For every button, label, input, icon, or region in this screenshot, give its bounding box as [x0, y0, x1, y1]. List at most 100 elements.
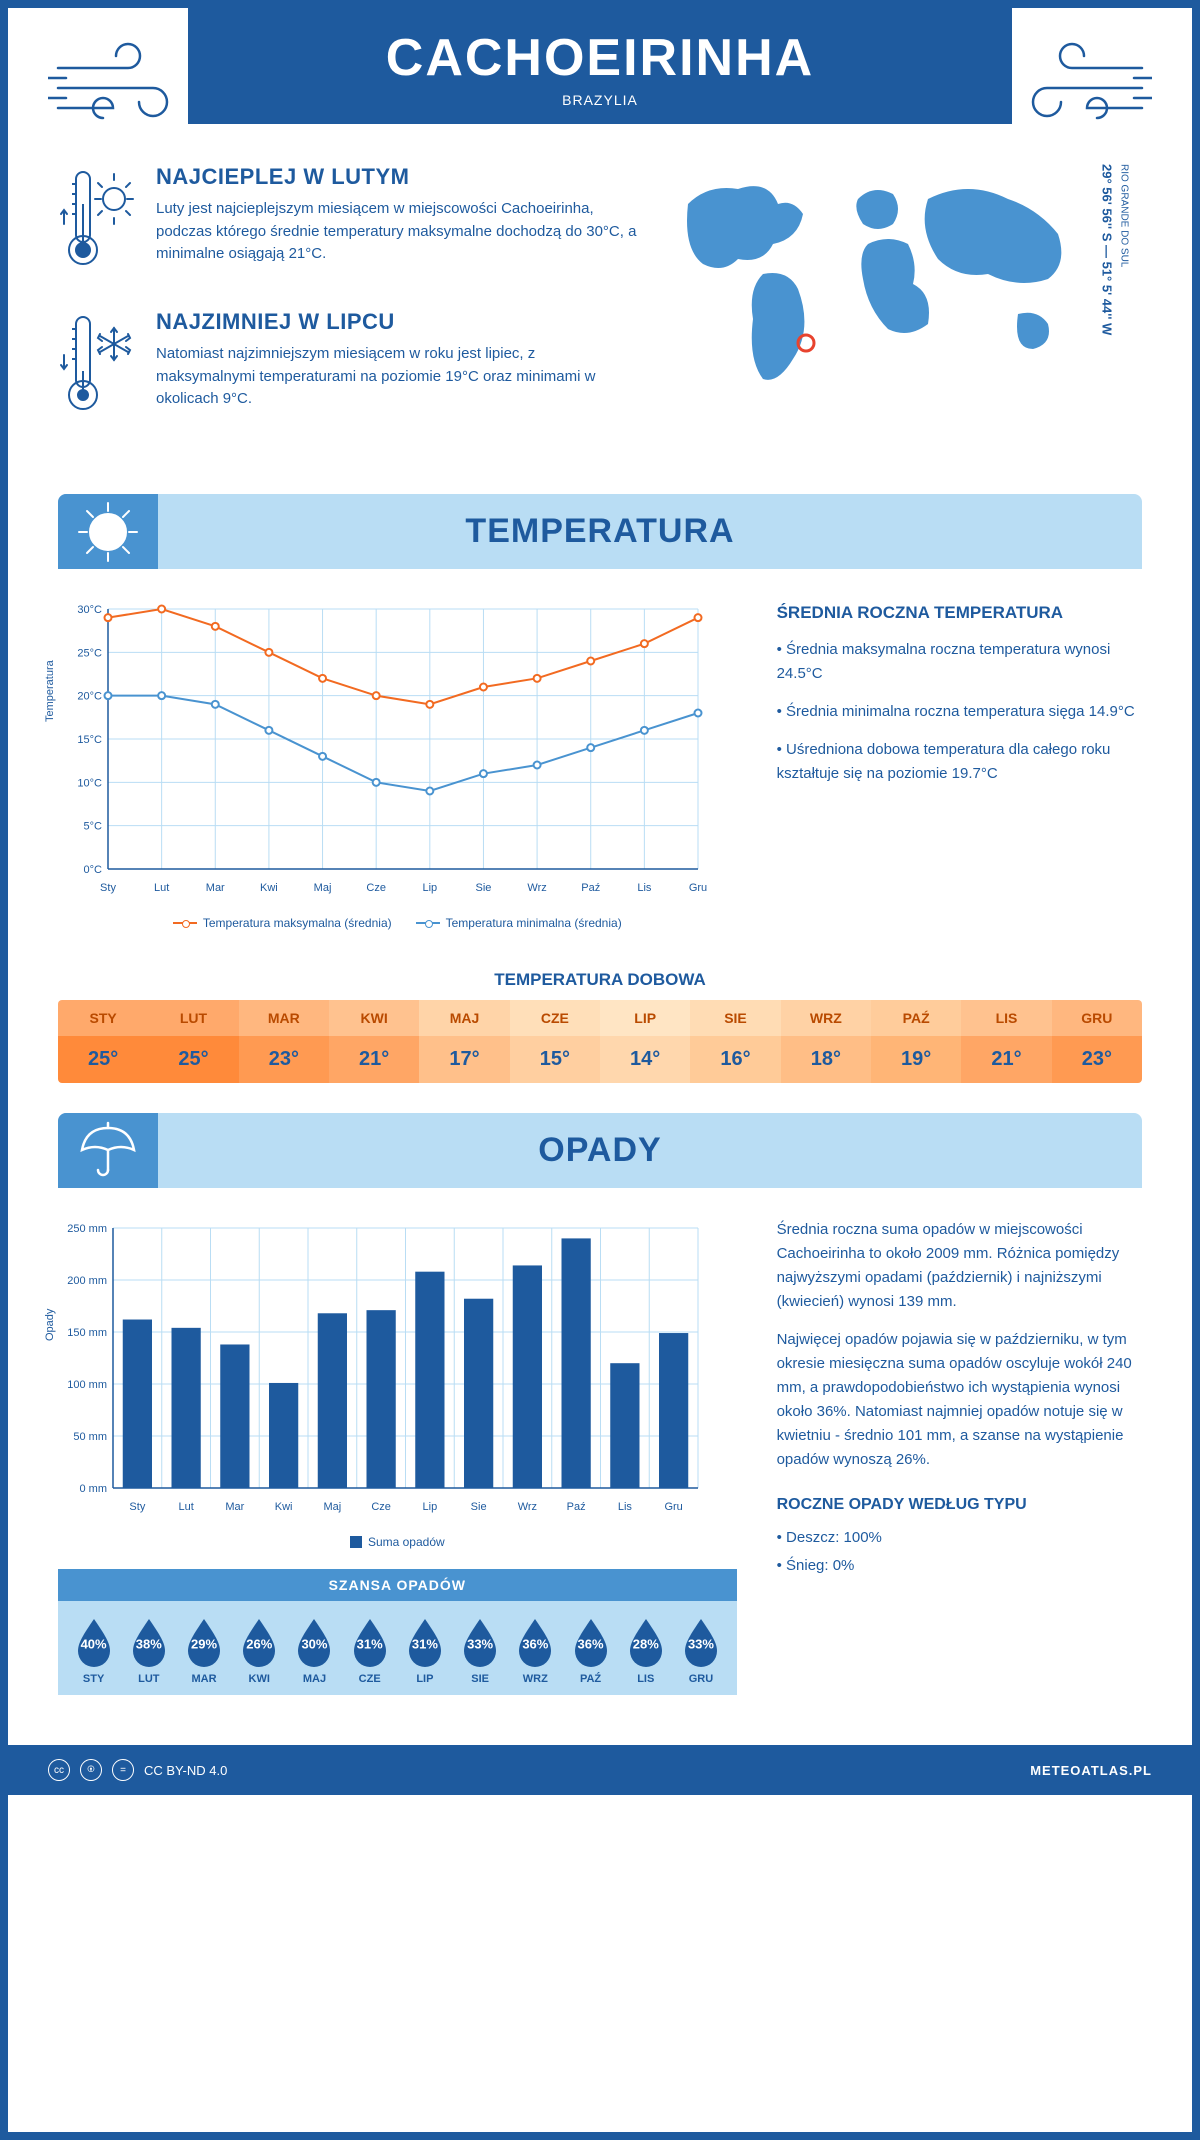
svg-text:10°C: 10°C: [77, 777, 102, 789]
wind-icon: [1012, 38, 1152, 133]
svg-text:Wrz: Wrz: [527, 882, 546, 894]
svg-text:Paź: Paź: [581, 882, 600, 894]
daily-head: LIS: [961, 1000, 1051, 1036]
svg-text:Kwi: Kwi: [275, 1501, 293, 1513]
city-title: CACHOEIRINHA: [188, 28, 1012, 88]
coordinates: 29° 56' 56'' S — 51° 5' 44'' W: [1100, 164, 1115, 335]
svg-text:Mar: Mar: [206, 882, 225, 894]
svg-text:30°C: 30°C: [77, 604, 102, 616]
svg-text:Sty: Sty: [100, 882, 116, 894]
daily-cell: 21°: [961, 1036, 1051, 1083]
svg-text:Lip: Lip: [423, 1501, 438, 1513]
temperature-body: Temperatura 0°C5°C10°C15°C20°C25°C30°CSt…: [8, 569, 1192, 960]
chance-item: 26% KWI: [234, 1615, 285, 1685]
chance-item: 40% STY: [68, 1615, 119, 1685]
svg-text:250 mm: 250 mm: [67, 1223, 107, 1235]
daily-head: SIE: [690, 1000, 780, 1036]
precip-y-label: Opady: [44, 1308, 56, 1340]
svg-text:Sie: Sie: [471, 1501, 487, 1513]
svg-text:Lip: Lip: [422, 882, 437, 894]
warmest-title: NAJCIEPLEJ W LUTYM: [156, 164, 638, 190]
region-label: RIO GRANDE DO SUL: [1119, 164, 1130, 267]
svg-text:Maj: Maj: [324, 1501, 342, 1513]
intro-section: NAJCIEPLEJ W LUTYM Luty jest najcieplejs…: [8, 124, 1192, 484]
daily-head: MAJ: [419, 1000, 509, 1036]
umbrella-icon: [58, 1113, 158, 1188]
chance-item: 33% GRU: [675, 1615, 726, 1685]
precip-type-1: • Śnieg: 0%: [777, 1554, 1142, 1578]
svg-text:Lut: Lut: [154, 882, 169, 894]
thermometer-sun-icon: [58, 164, 138, 279]
precip-type-list: ROCZNE OPADY WEDŁUG TYPU • Deszcz: 100% …: [777, 1492, 1142, 1578]
license-text: CC BY-ND 4.0: [144, 1763, 227, 1778]
svg-text:Cze: Cze: [366, 882, 386, 894]
cc-icon: cc: [48, 1759, 70, 1781]
svg-text:Paź: Paź: [567, 1501, 586, 1513]
daily-head: WRZ: [781, 1000, 871, 1036]
coldest-title: NAJZIMNIEJ W LIPCU: [156, 309, 638, 335]
temp-y-label: Temperatura: [44, 660, 56, 722]
chance-item: 31% LIP: [399, 1615, 450, 1685]
chance-item: 36% PAŹ: [565, 1615, 616, 1685]
precip-legend: Suma opadów: [58, 1535, 737, 1549]
precip-chart-area: Opady 0 mm50 mm100 mm150 mm200 mm250 mmS…: [58, 1218, 737, 1695]
by-icon: 🅯: [80, 1759, 102, 1781]
daily-temp-table: STYLUTMARKWIMAJCZELIPSIEWRZPAŹLISGRU25°2…: [58, 1000, 1142, 1083]
nd-icon: =: [112, 1759, 134, 1781]
precip-section-header: OPADY: [58, 1113, 1142, 1188]
header-banner: CACHOEIRINHA BRAZYLIA: [188, 8, 1012, 124]
precip-para-0: Średnia roczna suma opadów w miejscowośc…: [777, 1218, 1142, 1314]
svg-text:0 mm: 0 mm: [80, 1483, 108, 1495]
daily-head: MAR: [239, 1000, 329, 1036]
svg-text:0°C: 0°C: [84, 864, 103, 876]
svg-text:Lut: Lut: [178, 1501, 193, 1513]
daily-head: KWI: [329, 1000, 419, 1036]
chance-box: SZANSA OPADÓW 40% STY 38% LUT 29% MAR 26…: [58, 1569, 737, 1695]
daily-head: GRU: [1052, 1000, 1142, 1036]
precip-body: Opady 0 mm50 mm100 mm150 mm200 mm250 mmS…: [8, 1188, 1192, 1725]
annual-point-2: • Uśredniona dobowa temperatura dla całe…: [777, 738, 1142, 786]
annual-point-1: • Średnia minimalna roczna temperatura s…: [777, 700, 1142, 724]
temperature-annual-text: ŚREDNIA ROCZNA TEMPERATURA • Średnia mak…: [777, 599, 1142, 930]
precip-type-0: • Deszcz: 100%: [777, 1526, 1142, 1550]
daily-cell: 21°: [329, 1036, 419, 1083]
svg-text:Sie: Sie: [476, 882, 492, 894]
daily-cell: 23°: [1052, 1036, 1142, 1083]
footer: cc 🅯 = CC BY-ND 4.0 METEOATLAS.PL: [8, 1745, 1192, 1795]
warmest-block: NAJCIEPLEJ W LUTYM Luty jest najcieplejs…: [58, 164, 638, 279]
svg-text:Sty: Sty: [129, 1501, 145, 1513]
precip-para-1: Najwięcej opadów pojawia się w październ…: [777, 1328, 1142, 1472]
svg-text:Lis: Lis: [618, 1501, 633, 1513]
coldest-block: NAJZIMNIEJ W LIPCU Natomiast najzimniejs…: [58, 309, 638, 424]
daily-cell: 19°: [871, 1036, 961, 1083]
daily-head: LIP: [600, 1000, 690, 1036]
svg-text:20°C: 20°C: [77, 691, 102, 703]
legend-min: Temperatura minimalna (średnia): [446, 916, 622, 930]
precip-bar-chart-svg: 0 mm50 mm100 mm150 mm200 mm250 mmStyLutM…: [58, 1218, 708, 1518]
annual-temp-title: ŚREDNIA ROCZNA TEMPERATURA: [777, 599, 1142, 626]
precip-side-text: Średnia roczna suma opadów w miejscowośc…: [777, 1218, 1142, 1695]
daily-head: CZE: [510, 1000, 600, 1036]
daily-cell: 25°: [58, 1036, 148, 1083]
svg-text:Lis: Lis: [637, 882, 652, 894]
svg-text:100 mm: 100 mm: [67, 1379, 107, 1391]
coldest-text: Natomiast najzimniejszym miesiącem w rok…: [156, 343, 638, 411]
daily-cell: 15°: [510, 1036, 600, 1083]
daily-cell: 14°: [600, 1036, 690, 1083]
svg-text:Gru: Gru: [664, 1501, 682, 1513]
intro-text-col: NAJCIEPLEJ W LUTYM Luty jest najcieplejs…: [58, 164, 638, 454]
svg-text:15°C: 15°C: [77, 734, 102, 746]
thermometer-snow-icon: [58, 309, 138, 424]
svg-text:25°C: 25°C: [77, 647, 102, 659]
temp-legend: Temperatura maksymalna (średnia) Tempera…: [58, 916, 737, 930]
world-map: [668, 164, 1088, 394]
daily-head: PAŹ: [871, 1000, 961, 1036]
temperature-title: TEMPERATURA: [58, 512, 1142, 551]
warmest-text: Luty jest najcieplejszym miesiącem w mie…: [156, 198, 638, 266]
page: CACHOEIRINHA BRAZYLIA NAJCIEPLEJ W LUTYM…: [0, 0, 1200, 2140]
footer-license: cc 🅯 = CC BY-ND 4.0: [48, 1759, 227, 1781]
svg-text:200 mm: 200 mm: [67, 1275, 107, 1287]
svg-text:Cze: Cze: [371, 1501, 391, 1513]
chance-title: SZANSA OPADÓW: [58, 1569, 737, 1601]
precip-type-title: ROCZNE OPADY WEDŁUG TYPU: [777, 1492, 1142, 1518]
